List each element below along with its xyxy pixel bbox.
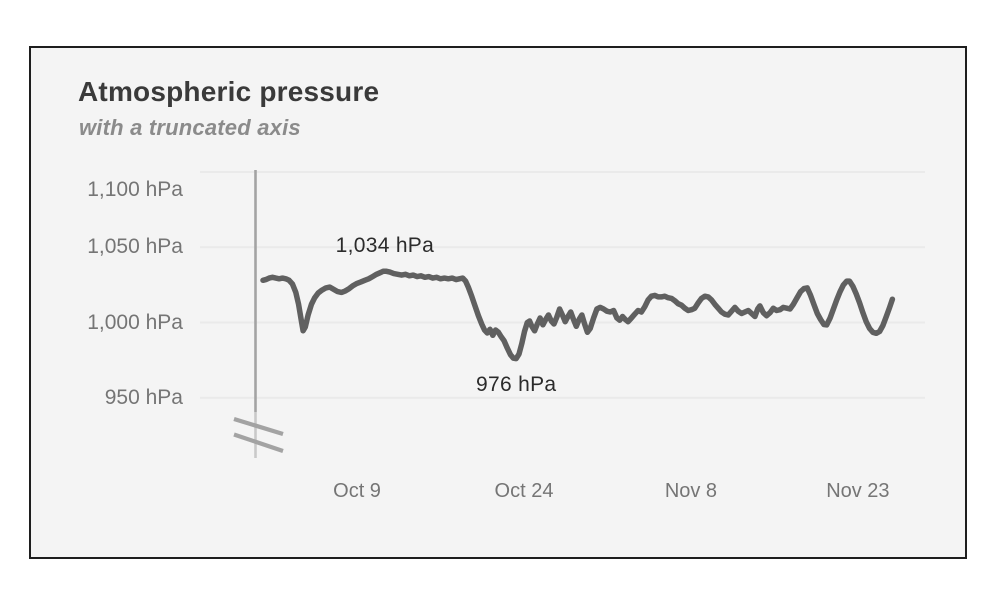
x-axis-tick-label: Oct 24 xyxy=(494,480,554,502)
x-axis-tick-label: Oct 9 xyxy=(333,480,381,502)
axis-break-icon xyxy=(233,432,284,453)
y-axis-tick-label: 950 hPa xyxy=(104,385,183,409)
x-axis-tick-label: Nov 8 xyxy=(664,480,718,502)
y-axis-tick-label: 1,050 hPa xyxy=(87,235,183,259)
x-axis-tick-label: Nov 23 xyxy=(826,480,890,502)
chart-subtitle: with a truncated axis xyxy=(79,115,301,140)
annotation-label: 1,034 hPa xyxy=(335,234,435,258)
annotation-label: 976 hPa xyxy=(476,372,557,396)
y-axis-tick-label: 1,000 hPa xyxy=(87,310,183,334)
axis-break-icon xyxy=(233,416,284,437)
chart-title: Atmospheric pressure xyxy=(78,76,380,107)
pressure-line xyxy=(260,268,896,362)
y-axis-tick-label: 1,100 hPa xyxy=(87,177,183,201)
